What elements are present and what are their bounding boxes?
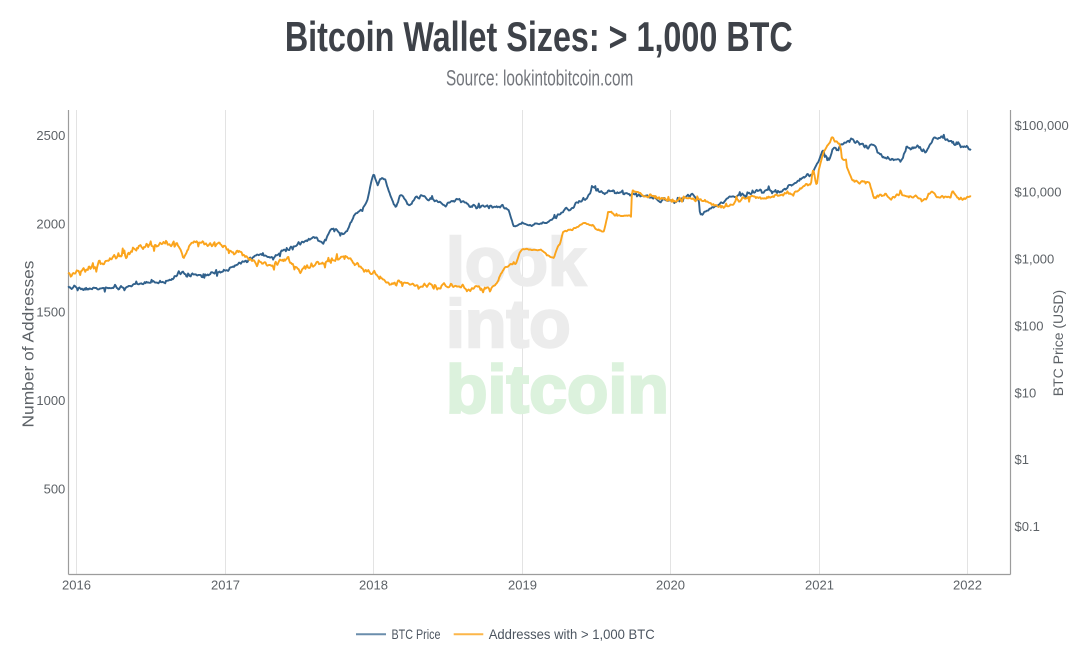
svg-text:$100: $100 bbox=[1015, 318, 1044, 333]
svg-text:1000: 1000 bbox=[36, 393, 65, 408]
svg-text:2000: 2000 bbox=[36, 216, 65, 231]
svg-text:Addresses with > 1,000 BTC: Addresses with > 1,000 BTC bbox=[489, 626, 655, 642]
svg-text:$100,000: $100,000 bbox=[1015, 118, 1069, 133]
svg-text:2021: 2021 bbox=[805, 578, 834, 593]
svg-text:2020: 2020 bbox=[656, 578, 685, 593]
svg-text:BTC Price (USD): BTC Price (USD) bbox=[1050, 290, 1066, 396]
svg-text:$1,000: $1,000 bbox=[1015, 252, 1055, 267]
svg-text:bitcoin: bitcoin bbox=[446, 352, 669, 428]
svg-text:2022: 2022 bbox=[953, 578, 982, 593]
svg-text:into: into bbox=[446, 286, 571, 362]
svg-text:500: 500 bbox=[44, 481, 66, 496]
svg-text:Source: lookintobitcoin.com: Source: lookintobitcoin.com bbox=[446, 66, 633, 91]
svg-text:2018: 2018 bbox=[359, 578, 388, 593]
svg-text:$10: $10 bbox=[1015, 385, 1037, 400]
svg-text:1500: 1500 bbox=[36, 305, 65, 320]
svg-text:2019: 2019 bbox=[508, 578, 537, 593]
svg-text:Number of Addresses: Number of Addresses bbox=[21, 261, 38, 428]
svg-text:$10,000: $10,000 bbox=[1015, 185, 1062, 200]
svg-text:2016: 2016 bbox=[62, 578, 91, 593]
svg-text:2017: 2017 bbox=[211, 578, 240, 593]
svg-text:look: look bbox=[446, 224, 586, 300]
svg-text:$0.1: $0.1 bbox=[1015, 519, 1040, 534]
svg-text:$1: $1 bbox=[1015, 452, 1029, 467]
svg-text:BTC Price: BTC Price bbox=[392, 626, 441, 642]
svg-text:2500: 2500 bbox=[36, 128, 65, 143]
svg-text:Bitcoin Wallet Sizes: > 1,000: Bitcoin Wallet Sizes: > 1,000 BTC bbox=[285, 13, 793, 60]
